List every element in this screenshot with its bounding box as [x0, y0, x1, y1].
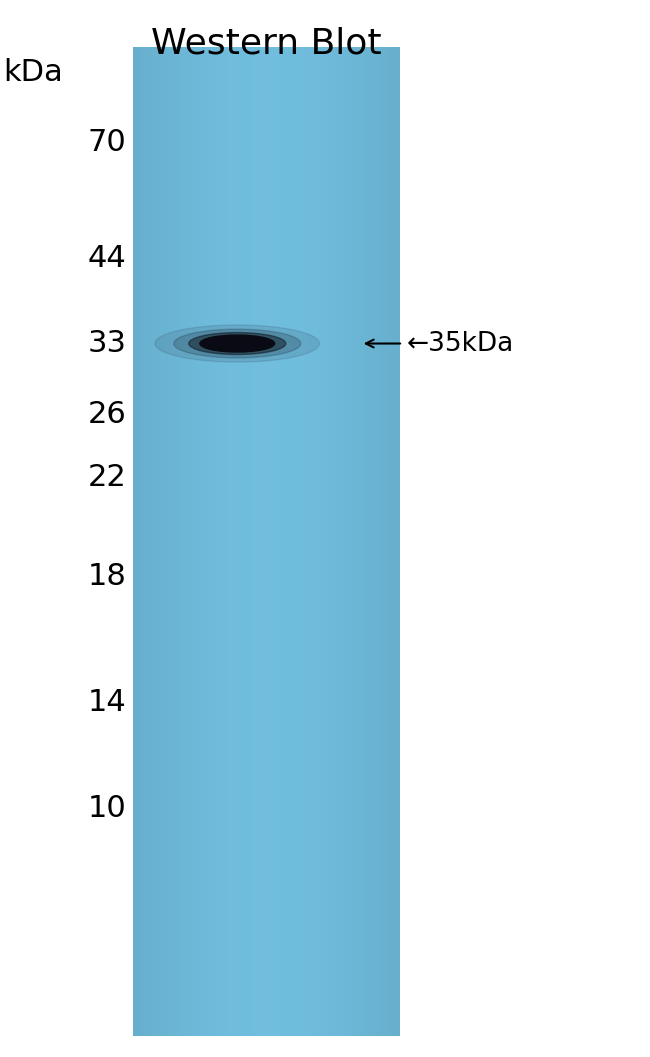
Ellipse shape — [188, 333, 286, 354]
Text: 22: 22 — [88, 463, 127, 493]
Text: 44: 44 — [88, 244, 127, 274]
Text: Western Blot: Western Blot — [151, 26, 382, 60]
Text: ←35kDa: ←35kDa — [406, 331, 514, 356]
Ellipse shape — [200, 335, 274, 352]
Ellipse shape — [174, 329, 301, 358]
Text: 14: 14 — [88, 688, 127, 718]
Text: 10: 10 — [88, 794, 127, 823]
Text: 33: 33 — [88, 329, 127, 358]
Ellipse shape — [155, 324, 320, 363]
Text: 26: 26 — [88, 400, 127, 429]
Text: kDa: kDa — [3, 58, 63, 87]
Text: 70: 70 — [88, 128, 127, 157]
Text: 18: 18 — [88, 561, 127, 591]
